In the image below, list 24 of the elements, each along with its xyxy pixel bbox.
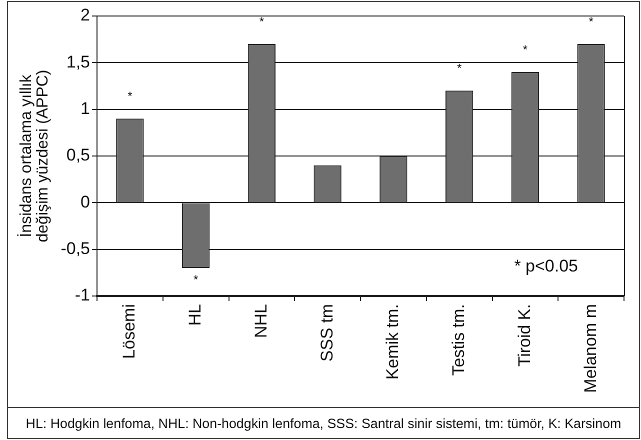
x-tick-label: NHL (251, 304, 270, 338)
annotation: * (259, 14, 264, 28)
x-tick-label: Lösemi (120, 304, 139, 359)
annotation: * (588, 14, 594, 28)
x-tick-label: Kemik tm. (383, 304, 402, 380)
y-axis-title: İnsidans ortalama yıllık değişim yüzdesi (APPC) (16, 70, 52, 242)
x-tick-label: Testis tm. (449, 304, 468, 376)
x-tick-label: HL (186, 304, 204, 326)
y-tick-label: 0,5 (66, 146, 90, 165)
x-tick-label: Melanom m (580, 304, 600, 393)
y-tick-label: 1 (80, 99, 90, 118)
y-tick-label: 1,5 (66, 52, 90, 72)
y-tick-label: 0 (80, 192, 90, 212)
y-tick-label: -0,5 (60, 239, 90, 258)
text: HL: Hodgkin lenfoma, NHL: Non-hodgkin lenfoma, SSS: Santral sinir sistemi, tm: tümör, K: Karsinom (8, 407, 639, 438)
x-tick-label: Tiroid K. (514, 304, 534, 367)
annotation: * (128, 88, 133, 103)
annotation: * p<0.05 (514, 256, 578, 276)
annotation: * (456, 60, 462, 75)
y-tick-label: -1 (74, 286, 90, 305)
annotation: * (522, 42, 528, 56)
y-tick-label: 2 (80, 6, 90, 25)
annotation: * (193, 272, 198, 286)
x-tick-label: SSS tm (317, 304, 336, 362)
